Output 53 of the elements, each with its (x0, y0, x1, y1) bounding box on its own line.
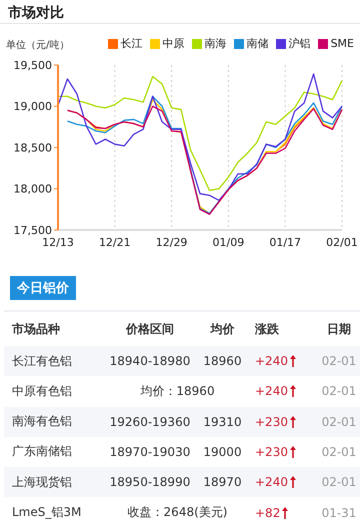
x-tick-label: 01/09 (212, 236, 244, 249)
text: 收盘：2648(美元) (128, 505, 228, 519)
text: +82 (255, 506, 280, 520)
category-label: 日期 (326, 320, 352, 338)
y-axis-title: 单位（元/吨） (6, 38, 70, 52)
category-label: 价格区间 (124, 320, 175, 338)
y-tick-label: 17,500 (14, 224, 52, 237)
legend-label: 长江 (120, 36, 143, 51)
x-tick-label: 12/29 (156, 236, 188, 249)
text: 02-01 (322, 354, 356, 368)
text: 今日铝价 (10, 276, 76, 300)
text: +240 (255, 475, 288, 490)
text: 18960 (203, 354, 242, 368)
text: 19310 (203, 414, 242, 429)
text: 02-01 (322, 384, 356, 398)
text: 02-01 (322, 444, 356, 459)
y-tick-label: 18,500 (14, 141, 52, 154)
x-tick-label: 12/21 (98, 236, 131, 249)
text: +240 (255, 384, 288, 398)
text: 长江有色铝 (12, 354, 72, 368)
text: 上海现货铝 (12, 474, 72, 489)
text: 19260-19360 (110, 414, 190, 429)
text: 中原有色铝 (12, 384, 72, 398)
x-tick-label: 02/01 (326, 236, 358, 249)
legend-label: 沪铝 (288, 36, 311, 51)
x-tick-label: 12/13 (42, 236, 74, 249)
legend-label: 南海 (204, 36, 227, 51)
text: LmeS_铝3M (12, 505, 82, 519)
y-tick-label: 19,000 (14, 100, 52, 114)
text: +230 (255, 414, 288, 429)
category-label: 均价 (209, 320, 236, 338)
text: 18950-18990 (110, 475, 190, 490)
text: 18970 (203, 475, 242, 490)
text: 02-01 (322, 414, 356, 429)
text: 18940-18980 (110, 354, 190, 368)
legend-label: 南储 (246, 36, 269, 51)
text: 01-31 (322, 506, 356, 520)
y-tick-label: 18,000 (14, 182, 52, 196)
legend-label: 中原 (162, 36, 185, 51)
text: +230 (255, 444, 288, 459)
text: 广东南储铝 (12, 444, 72, 458)
x-tick-label: 01/17 (269, 236, 302, 249)
category-label: 涨跌 (255, 320, 280, 338)
text: 南海有色铝 (12, 414, 72, 428)
text: 19000 (203, 444, 242, 459)
category-label: 市场品种 (12, 320, 61, 338)
text: +240 (255, 354, 288, 368)
legend-label: SME (330, 37, 354, 50)
y-tick-label: 19,500 (14, 58, 52, 72)
chart-title: 市场对比 (0, 0, 360, 24)
text: 均价：18960 (140, 384, 215, 398)
text: 02-01 (322, 475, 356, 490)
text: 18970-19030 (110, 444, 190, 459)
